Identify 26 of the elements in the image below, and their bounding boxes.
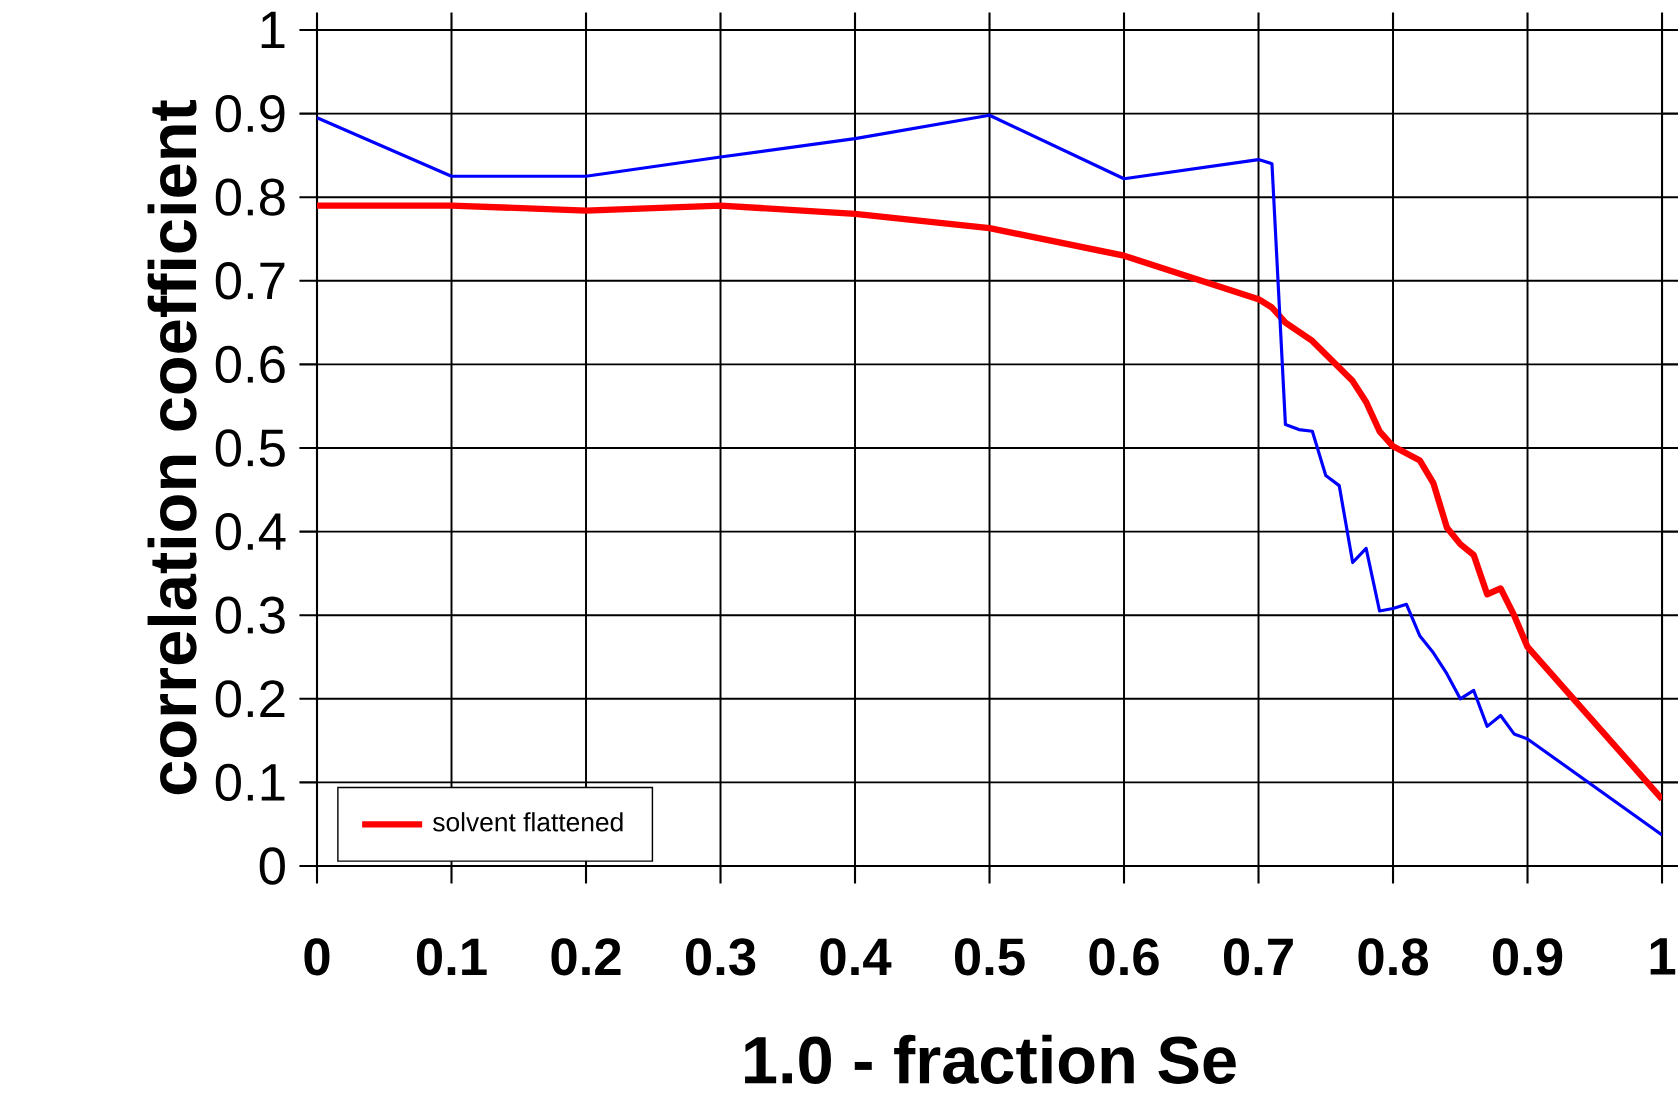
x-tick-label: 0.8 bbox=[1358, 938, 1429, 976]
y-tick-label: 0.6 bbox=[215, 345, 285, 384]
y-tick-label: 1 bbox=[261, 11, 285, 49]
x-tick-label: 0 bbox=[304, 938, 330, 976]
x-tick-label: 0.1 bbox=[416, 938, 487, 976]
y-tick-label: 0.8 bbox=[215, 178, 285, 216]
y-tick-label: 0.2 bbox=[215, 680, 285, 718]
y-axis-title: correlation coefficient bbox=[147, 100, 197, 795]
x-tick-label: 1 bbox=[1650, 938, 1676, 975]
x-tick-label: 0.3 bbox=[685, 938, 756, 976]
y-tick-label: 0.3 bbox=[215, 596, 285, 634]
legend-label: solvent flattened bbox=[433, 812, 623, 832]
y-tick-label: 0.5 bbox=[215, 429, 285, 467]
x-tick-label: 0.9 bbox=[1492, 938, 1563, 976]
x-tick-label: 0.2 bbox=[551, 938, 621, 976]
y-tick-label: 0.7 bbox=[215, 262, 285, 300]
line-series bbox=[317, 113, 1663, 837]
x-tick-label: 0.6 bbox=[1089, 938, 1159, 976]
x-tick-label: 0.4 bbox=[820, 938, 892, 976]
x-tick-label: 0.5 bbox=[954, 938, 1025, 976]
y-tick-label: 0 bbox=[259, 847, 285, 885]
y-tick-label: 0.9 bbox=[215, 94, 285, 133]
x-axis-title: 1.0 - fraction Se bbox=[745, 1034, 1236, 1084]
y-tick-label: 0.4 bbox=[215, 512, 286, 551]
x-tick-label: 0.7 bbox=[1223, 938, 1293, 976]
y-tick-label: 0.1 bbox=[215, 763, 285, 802]
